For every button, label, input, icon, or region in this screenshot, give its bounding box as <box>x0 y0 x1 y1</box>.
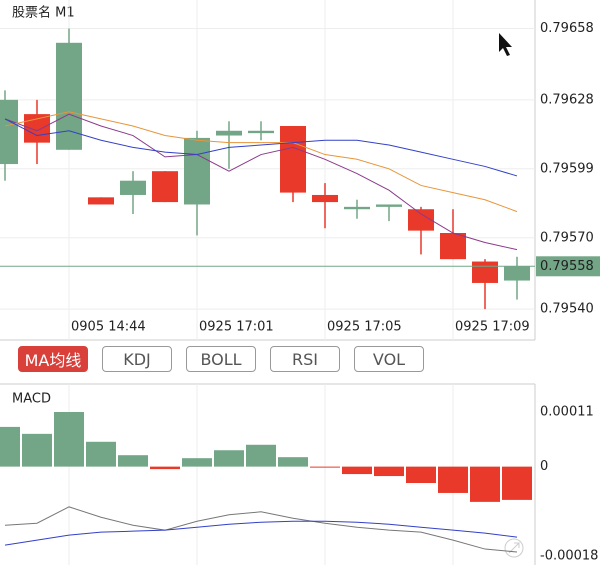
macd-bar <box>438 466 468 493</box>
indicator-line <box>4 520 518 546</box>
indicator-line <box>4 118 518 177</box>
y-tick-label: 0.79599 <box>540 161 594 176</box>
macd-bar <box>310 466 340 468</box>
candle-body <box>472 261 498 283</box>
macd-bar <box>342 466 372 475</box>
y-tick-label: 0.79540 <box>540 302 594 317</box>
candle-body <box>504 266 530 281</box>
indicator-line <box>4 506 518 553</box>
indicator-button[interactable]: KDJ <box>102 346 172 372</box>
macd-bar <box>22 433 52 467</box>
macd-bar <box>246 444 276 467</box>
chart-title: MACD <box>12 392 51 407</box>
indicator-line <box>4 111 518 213</box>
last-price-label: 0.79558 <box>540 259 594 274</box>
macd-bar <box>214 450 244 467</box>
last-price-box <box>536 256 600 277</box>
macd-bar <box>118 455 148 467</box>
macd-bar <box>54 412 84 467</box>
candle-body <box>88 197 114 205</box>
candle-body <box>152 171 178 203</box>
indicator-button[interactable]: RSI <box>270 346 340 372</box>
macd-bar <box>0 426 20 467</box>
macd-bar <box>406 466 436 484</box>
candle-body <box>376 204 402 207</box>
indicator-button[interactable]: BOLL <box>186 346 256 372</box>
y-tick-label: 0.79570 <box>540 230 594 245</box>
y-tick-label: 0 <box>540 459 548 474</box>
candle-body <box>216 130 242 136</box>
macd-bar <box>470 466 500 502</box>
macd-bar <box>502 466 532 500</box>
candle-body <box>120 180 146 195</box>
indicator-button[interactable]: VOL <box>354 346 424 372</box>
cursor-icon <box>499 33 512 56</box>
x-tick-label: 0925 17:05 <box>327 320 402 335</box>
y-tick-label: 0.79658 <box>540 21 594 36</box>
y-tick-label: -0.00018 <box>540 549 598 564</box>
macd-bar <box>278 457 308 467</box>
indicator-button[interactable]: MA均线 <box>18 346 88 372</box>
y-tick-label: 0.79628 <box>540 92 594 107</box>
candle-body <box>440 233 466 260</box>
candle-body <box>184 137 210 205</box>
macd-bar <box>374 466 404 477</box>
macd-bar <box>150 466 180 470</box>
x-tick-label: 0925 17:09 <box>455 320 530 335</box>
macd-bar <box>182 458 212 467</box>
expand-icon[interactable] <box>504 538 524 558</box>
x-tick-label: 0925 17:01 <box>199 320 274 335</box>
candle-body <box>0 99 18 165</box>
y-tick-label: 0.00011 <box>540 405 594 420</box>
candle-body <box>312 194 338 203</box>
x-tick-label: 0905 14:44 <box>71 320 146 335</box>
candle-body <box>248 130 274 134</box>
chart-title: 股票名 M1 <box>12 5 75 21</box>
candle-body <box>408 209 434 231</box>
candle-body <box>280 126 306 193</box>
candle-body <box>344 206 370 210</box>
button-row: MA均线 KDJ BOLL RSI VOL <box>18 346 424 372</box>
indicator-line <box>4 113 518 251</box>
macd-bar <box>86 441 116 467</box>
